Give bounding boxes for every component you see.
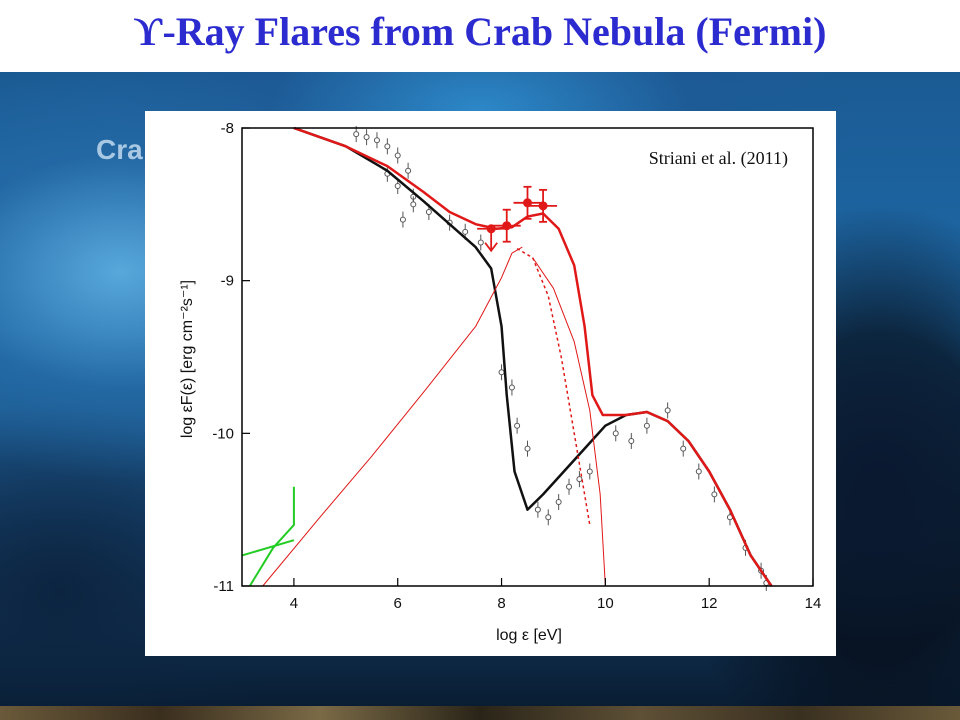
series-line — [262, 246, 523, 587]
data-point — [566, 483, 573, 490]
data-point — [498, 369, 505, 376]
flare-point — [486, 224, 496, 234]
data-point — [555, 499, 562, 506]
data-point — [394, 183, 401, 190]
series-line — [248, 486, 295, 587]
data-point — [405, 167, 412, 174]
y-tick-label: -8 — [221, 120, 234, 137]
slide-title-text: -Ray Flares from Crab Nebula (Fermi) — [162, 9, 827, 54]
y-tick-label: -10 — [212, 425, 234, 442]
x-tick-label: 4 — [290, 595, 298, 612]
citation-annotation: Striani et al. (2011) — [649, 148, 788, 169]
series-line — [532, 257, 606, 587]
data-point — [384, 143, 391, 150]
data-point — [586, 468, 593, 475]
data-point — [545, 514, 552, 521]
series-line — [293, 126, 773, 587]
data-point — [711, 491, 718, 498]
data-point — [410, 201, 417, 208]
data-point — [534, 506, 541, 513]
chart-panel: Striani et al. (2011) log ε [eV] log εF(… — [145, 111, 836, 656]
flare-upper-limit-arrowhead — [484, 242, 498, 253]
data-point — [373, 137, 380, 144]
data-point — [363, 134, 370, 141]
data-point — [399, 216, 406, 223]
x-tick-label: 14 — [805, 595, 822, 612]
series-line — [241, 539, 295, 557]
data-point — [508, 384, 515, 391]
flare-point — [502, 221, 512, 231]
x-tick-label: 6 — [394, 595, 402, 612]
y-tick-label: -9 — [221, 273, 234, 290]
data-point — [353, 131, 360, 138]
flare-point — [523, 198, 532, 208]
x-tick-label: 12 — [701, 595, 718, 612]
gamma-symbol: ϒ — [133, 9, 163, 54]
y-axis-label: log εF(ε) [erg cm⁻²s⁻¹] — [179, 280, 196, 438]
series-line — [293, 126, 773, 587]
bottom-strip — [0, 706, 960, 720]
data-point — [680, 445, 687, 452]
spectrum-chart: Striani et al. (2011) log ε [eV] log εF(… — [179, 120, 822, 644]
plot-frame — [241, 127, 814, 587]
data-point — [477, 239, 484, 246]
background-text: Cra — [96, 134, 143, 165]
title-bar — [0, 0, 960, 72]
x-tick-label: 8 — [497, 595, 505, 612]
flare-point — [538, 201, 548, 211]
data-point — [664, 407, 671, 414]
data-point — [576, 476, 583, 483]
data-point — [425, 208, 432, 215]
data-point — [462, 228, 469, 235]
slide-title: ϒ-Ray Flares from Crab Nebula (Fermi) — [0, 8, 960, 55]
data-point — [695, 468, 702, 475]
x-tick-label: 10 — [597, 595, 614, 612]
data-point — [514, 422, 521, 429]
data-point — [628, 437, 635, 444]
data-point — [612, 430, 619, 437]
data-point — [643, 422, 650, 429]
data-point — [524, 445, 531, 452]
y-tick-label: -11 — [213, 578, 234, 595]
x-axis-label: log ε [eV] — [496, 627, 562, 644]
data-point — [394, 152, 401, 159]
